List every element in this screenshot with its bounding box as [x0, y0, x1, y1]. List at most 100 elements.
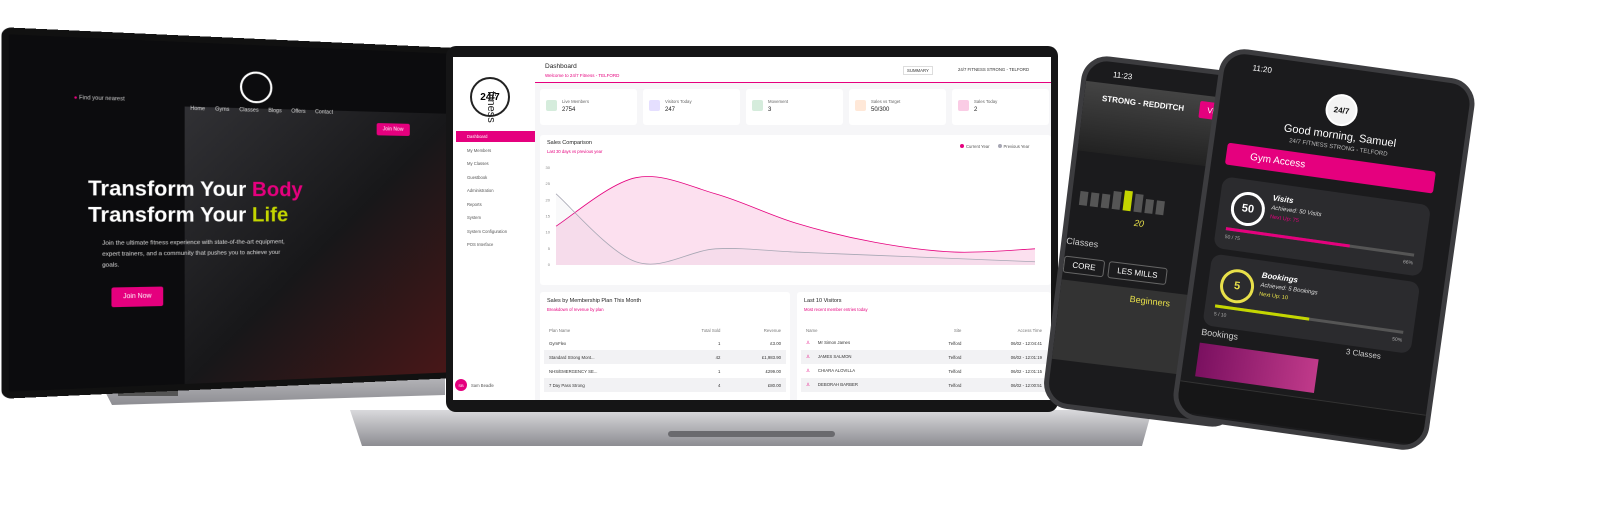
sidebar-item[interactable]: Guestbook — [467, 174, 488, 180]
y-tick-label: 5 — [548, 246, 551, 251]
column-header: Total Sold — [701, 327, 721, 333]
user-avatar: SB — [455, 379, 467, 391]
membership-card: Sales by Membership Plan This Month Break… — [540, 292, 790, 400]
table-cell: 1 — [665, 364, 725, 378]
cell-text: £80.00 — [767, 382, 781, 388]
table-cell: ♙ JAMES SALMON — [801, 350, 922, 364]
nav-item[interactable]: Gyms — [215, 106, 230, 114]
cell-text: GymFlex — [549, 340, 567, 346]
hero-highlight: Body — [251, 179, 303, 202]
hero-text: Join the ultimate fitness experience wit… — [102, 239, 285, 270]
visitor-icon: ♙ — [806, 382, 810, 387]
table-cell: 06/02 - 12:04:41 — [966, 336, 1047, 350]
nav-item[interactable]: Contact — [315, 109, 334, 116]
table-header: Name Site Access Time — [801, 324, 1047, 336]
sidebar-item[interactable]: My Members — [467, 147, 492, 153]
table-cell: £80.00 — [725, 378, 786, 392]
stat-icon — [855, 100, 866, 111]
series-area — [556, 193, 1035, 265]
sidebar-item[interactable]: My Classes — [467, 161, 489, 166]
class-name: Beginners — [1129, 293, 1171, 309]
user-name: Sam Beadle — [471, 382, 494, 388]
table-title: Sales by Membership Plan This Month — [547, 298, 642, 304]
sales-chart: 0 5 10 15 20 25 30 — [546, 165, 1036, 267]
sidebar-item[interactable]: Dashboard — [456, 131, 535, 142]
y-tick-label: 25 — [546, 181, 551, 186]
cell-text: Telford — [948, 382, 962, 388]
cell-text: JAMES SALMON — [817, 354, 852, 359]
legend-item[interactable]: Current Year — [960, 144, 990, 149]
table-cell: 7 Day Pass Strong — [544, 378, 666, 392]
cell-text: DEBORAH BARBER — [817, 382, 858, 387]
website-logo — [239, 70, 273, 104]
sidebar-item[interactable]: Reports — [467, 201, 482, 207]
cell-text: Telford — [948, 368, 962, 374]
table-cell: Telford — [921, 378, 967, 392]
cell-text: 4 — [718, 382, 721, 388]
cell-text: Telford — [948, 340, 962, 346]
nav-item[interactable]: Home — [190, 105, 206, 113]
column-header: Revenue — [763, 327, 781, 333]
cell-text: 06/02 - 12:01:19 — [1010, 354, 1042, 360]
header-button[interactable]: Join Now — [376, 123, 410, 136]
cell-text: Mr Simon James — [817, 340, 851, 345]
table-cell: 4 — [665, 378, 726, 392]
view-selector[interactable]: SUMMARY — [903, 66, 933, 75]
table-cell: 06/02 - 12:01:19 — [966, 350, 1047, 364]
table-row: NHS/EMERGENCY SE... 1 £299.00 — [544, 364, 786, 378]
table-cell: GymFlex — [544, 336, 665, 350]
visitors-card: Last 10 Visitors Most recent member entri… — [797, 292, 1051, 400]
sidebar-item[interactable]: POS Interface — [467, 242, 494, 247]
sidebar-item[interactable]: System Configuration — [467, 228, 508, 234]
table-row: ♙ JAMES SALMON Telford 06/02 - 12:01:19 — [801, 350, 1047, 364]
cell-text: Telford — [948, 354, 962, 360]
nav-item[interactable]: Blogs — [268, 107, 282, 115]
table-cell: NHS/EMERGENCY SE... — [544, 364, 665, 378]
table-cell: 1 — [665, 336, 725, 350]
status-time: 11:23 — [1112, 70, 1133, 82]
progress-bar — [1214, 304, 1310, 321]
locator[interactable]: ● Find your nearest — [73, 94, 125, 103]
table-cell: 42 — [665, 350, 726, 364]
table-row: ♙ DEBORAH BARBER Telford 06/02 - 12:00:51 — [801, 378, 1047, 392]
stat-label: Live Members — [562, 99, 589, 104]
cell-text: £1,983.90 — [761, 354, 781, 360]
table-cell: £299.00 — [725, 364, 786, 378]
progress-count: 50 / 75 — [1224, 234, 1241, 243]
chip[interactable]: CORE — [1062, 255, 1106, 278]
sidebar-item[interactable]: System — [467, 215, 481, 220]
table: Plan Name Total Sold Revenue GymFlex 1 £3.00 S… — [544, 324, 786, 392]
visitor-icon: ♙ — [806, 368, 810, 373]
legend: Current Year Previous Year — [960, 144, 1029, 149]
table-row: 7 Day Pass Strong 4 £80.00 — [544, 378, 786, 392]
column-header: Site — [954, 327, 962, 333]
legend-swatch — [997, 144, 1002, 148]
table-cell: ♙ DEBORAH BARBER — [801, 378, 922, 392]
chip[interactable]: LES MILLS — [1107, 261, 1168, 286]
phone-right: 11:20 24/7 Good morning, Samuel 24/7 FIT… — [1170, 45, 1478, 454]
y-tick-label: 15 — [546, 214, 551, 219]
stat-value: 2 — [974, 107, 978, 113]
table-header: Plan Name Total Sold Revenue — [544, 324, 786, 336]
legend-label: Current Year — [966, 144, 990, 149]
table-cell: Telford — [921, 350, 967, 364]
nav-item[interactable]: Classes — [239, 106, 259, 114]
progress-count: 5 / 10 — [1213, 311, 1227, 320]
cell-text: CHIARA ALOVILLA — [817, 368, 856, 373]
stat-label: Movement — [768, 99, 789, 104]
table-cell: Telford — [922, 364, 967, 378]
user[interactable]: SB Sam Beadle — [453, 375, 537, 395]
table-wrap: Name Site Access Time ♙ Mr Simon James Telfor… — [801, 324, 1047, 392]
sidebar-item[interactable]: Administration — [467, 188, 494, 193]
stat-card: Live Members 2754 — [540, 89, 637, 125]
site-selector[interactable]: 24/7 FITNESS STRONG - TELFORD — [958, 67, 1030, 72]
hero-button[interactable]: Join Now — [111, 286, 163, 308]
stat-icon — [752, 100, 763, 111]
progress-track — [1214, 304, 1404, 334]
section-title: Classes — [1065, 235, 1099, 250]
logo-number: 24/7 — [480, 91, 500, 103]
nav-item[interactable]: Offers — [291, 108, 306, 116]
count: 20 — [1133, 217, 1145, 229]
legend-item[interactable]: Previous Year — [997, 144, 1029, 149]
hero-line: Transform Your — [88, 204, 247, 228]
